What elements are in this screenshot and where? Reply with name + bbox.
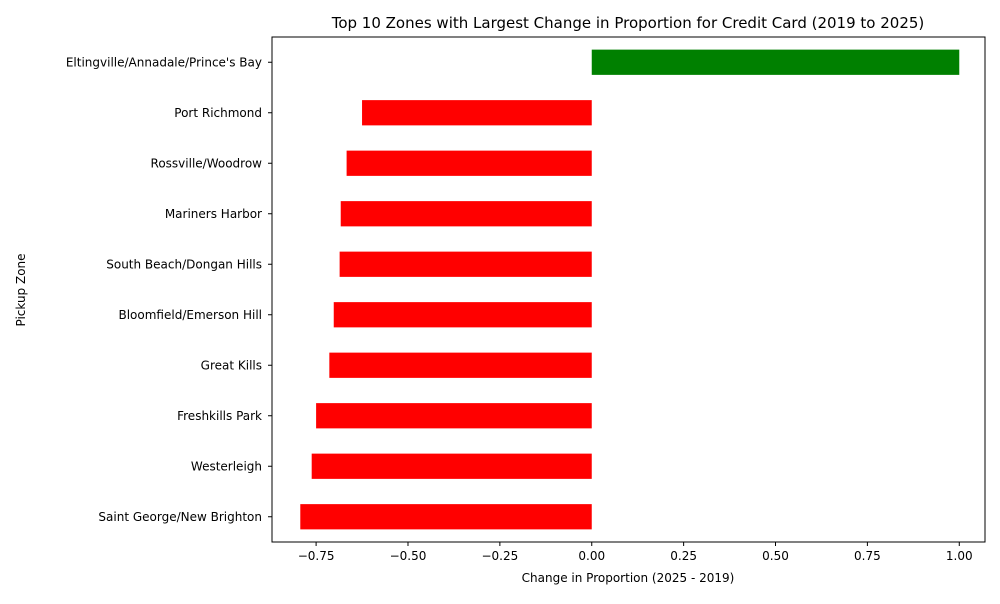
bar [340,201,592,227]
bar [339,251,592,277]
x-axis-ticks: −0.75 −0.50 −0.25 0.00 0.25 0.50 0.75 1.00 [298,542,973,563]
y-tick-label: Port Richmond [174,106,262,120]
y-tick-label: Westerleigh [191,459,262,473]
y-tick-label: South Beach/Dongan Hills [106,257,262,271]
bar [333,302,592,328]
bar [316,403,592,429]
x-tick-label: −0.25 [481,549,518,563]
x-tick-label: 0.50 [762,549,789,563]
x-tick-label: 1.00 [946,549,973,563]
bar [591,49,960,75]
bars-group [300,49,960,530]
y-tick-label: Eltingville/Annadale/Prince's Bay [66,55,262,69]
chart-title: Top 10 Zones with Largest Change in Prop… [331,14,925,32]
x-tick-label: −0.50 [390,549,427,563]
y-tick-label: Freshkills Park [177,409,262,423]
bar [346,150,592,176]
x-tick-label: 0.25 [670,549,697,563]
y-axis-label: Pickup Zone [14,253,28,326]
x-tick-label: 0.75 [854,549,881,563]
y-tick-label: Saint George/New Brighton [98,510,262,524]
bar [311,453,592,479]
y-tick-label: Bloomfield/Emerson Hill [118,308,262,322]
x-axis-label: Change in Proportion (2025 - 2019) [522,571,735,585]
bar [329,352,592,378]
x-tick-label: −0.75 [298,549,335,563]
y-tick-label: Rossville/Woodrow [151,156,263,170]
x-tick-label: 0.00 [578,549,605,563]
plot-frame [271,36,986,543]
y-axis-ticks: Eltingville/Annadale/Prince's Bay Port Ri… [66,55,272,524]
y-tick-label: Mariners Harbor [165,207,262,221]
bar [300,504,592,530]
y-tick-label: Great Kills [201,358,262,372]
bar [362,100,592,126]
